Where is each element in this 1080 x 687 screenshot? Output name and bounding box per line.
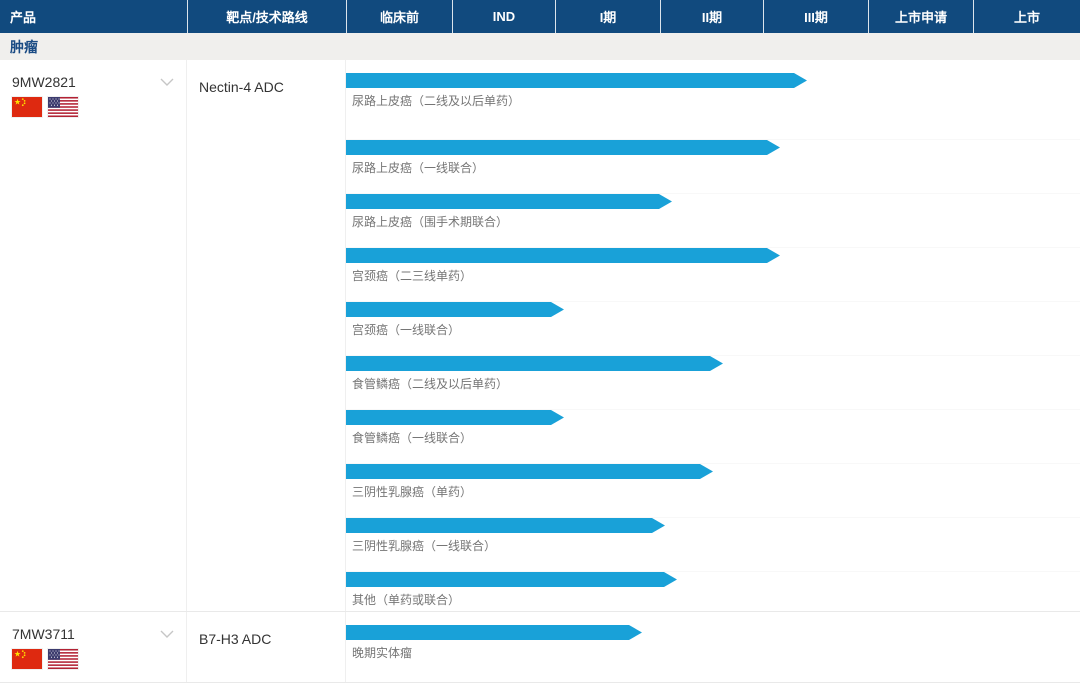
indication-label: 食管鳞癌（一线联合）: [352, 431, 473, 445]
indication-list: 晚期实体瘤: [346, 612, 1080, 682]
indication-label: 宫颈癌（二三线单药）: [352, 269, 473, 283]
phase-bar: [346, 518, 665, 533]
flags: [12, 649, 176, 669]
column-header-ind: IND: [452, 0, 555, 33]
indication-label: 尿路上皮癌（二线及以后单药）: [352, 94, 521, 108]
indication-label: 三阴性乳腺癌（单药）: [352, 485, 473, 499]
phase-bar: [346, 73, 807, 88]
column-header-nda: 上市申请: [868, 0, 973, 33]
section-title: 肿瘤: [10, 38, 38, 55]
usa-flag-icon: [48, 97, 78, 117]
column-header-marketed: 上市: [973, 0, 1080, 33]
indication-label: 宫颈癌（一线联合）: [352, 323, 461, 337]
indication-label: 晚期实体瘤: [352, 646, 413, 660]
column-header-phase3: III期: [763, 0, 868, 33]
china-flag-icon: [12, 649, 42, 669]
product-cell: 9MW2821: [0, 60, 187, 611]
phase-bar: [346, 356, 723, 371]
phase-bar: [346, 140, 780, 155]
phase-bar: [346, 572, 677, 587]
target-name: B7-H3 ADC: [199, 631, 272, 647]
table-header: 产品 靶点/技术路线 临床前 IND I期 II期 III期 上市申请 上市: [0, 0, 1080, 33]
indication-list: 尿路上皮癌（二线及以后单药） 尿路上皮癌（一线联合） 尿路上皮癌（围手术期联合）…: [346, 60, 1080, 611]
column-header-target: 靶点/技术路线: [187, 0, 346, 33]
indication-block: 三阴性乳腺癌（一线联合）: [346, 518, 1080, 572]
indication-label: 尿路上皮癌（一线联合）: [352, 161, 485, 175]
column-header-phase1: I期: [555, 0, 660, 33]
indication-block: 三阴性乳腺癌（单药）: [346, 464, 1080, 518]
indication-block: 宫颈癌（一线联合）: [346, 302, 1080, 356]
indication-label: 其他（单药或联合）: [352, 593, 461, 607]
product-cell: 7MW3711: [0, 612, 187, 682]
chevron-down-icon[interactable]: [158, 628, 176, 640]
phase-bar: [346, 248, 780, 263]
column-header-preclinical: 临床前: [346, 0, 452, 33]
phase-bar: [346, 194, 672, 209]
column-header-product: 产品: [10, 10, 37, 25]
product-name: 7MW3711: [12, 626, 75, 642]
indication-block: 尿路上皮癌（围手术期联合）: [346, 194, 1080, 248]
column-header-phase2: II期: [660, 0, 763, 33]
indication-block: 宫颈癌（二三线单药）: [346, 248, 1080, 302]
target-name: Nectin-4 ADC: [199, 79, 284, 95]
china-flag-icon: [12, 97, 42, 117]
target-cell: B7-H3 ADC: [187, 612, 346, 682]
indication-block: 食管鳞癌（一线联合）: [346, 410, 1080, 464]
indication-label: 三阴性乳腺癌（一线联合）: [352, 539, 497, 553]
phase-bar: [346, 625, 642, 640]
chevron-down-icon[interactable]: [158, 76, 176, 88]
product-row: 7MW3711: [0, 612, 1080, 683]
usa-flag-icon: [48, 649, 78, 669]
target-cell: Nectin-4 ADC: [187, 60, 346, 611]
indication-block: 其他（单药或联合）: [346, 572, 1080, 611]
indication-label: 尿路上皮癌（围手术期联合）: [352, 215, 509, 229]
indication-block: 尿路上皮癌（一线联合）: [346, 140, 1080, 194]
phase-bar: [346, 410, 564, 425]
indication-block: 晚期实体瘤: [346, 625, 1080, 664]
indication-block: 食管鳞癌（二线及以后单药）: [346, 356, 1080, 410]
indication-label: 食管鳞癌（二线及以后单药）: [352, 377, 509, 391]
product-name: 9MW2821: [12, 74, 76, 90]
section-row-oncology: 肿瘤: [0, 33, 1080, 60]
phase-bar: [346, 302, 564, 317]
product-rows: 9MW2821: [0, 60, 1080, 683]
product-row: 9MW2821: [0, 60, 1080, 612]
indication-block: 尿路上皮癌（二线及以后单药）: [346, 73, 1080, 140]
phase-bar: [346, 464, 713, 479]
flags: [12, 97, 176, 117]
